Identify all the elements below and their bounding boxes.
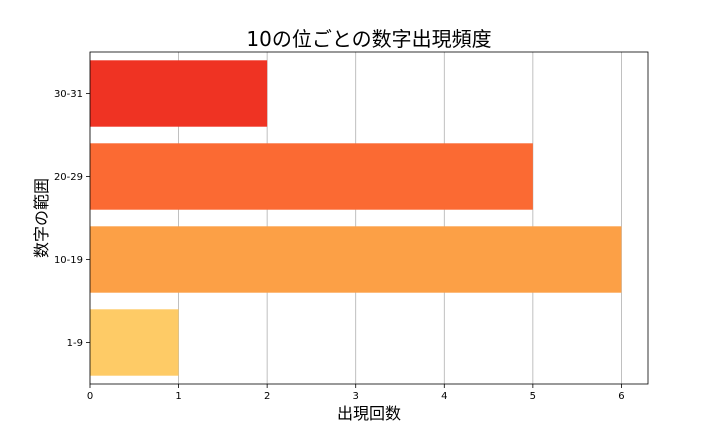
bar-10-19 (90, 226, 622, 293)
bars-layer (90, 60, 622, 376)
x-tick-label: 3 (353, 391, 359, 402)
plot-frame (89, 51, 649, 385)
x-tick-label: 1 (175, 391, 181, 402)
y-tick-label: 20-29 (54, 172, 83, 183)
x-tick-label: 2 (264, 391, 270, 402)
x-tick-label: 6 (618, 391, 624, 402)
chart-title: 10の位ごとの数字出現頻度 (246, 27, 491, 51)
x-tick-label: 0 (87, 391, 93, 402)
x-tick-label: 5 (530, 391, 536, 402)
x-axis-label: 出現回数 (337, 404, 401, 423)
y-axis-label: 数字の範囲 (32, 178, 51, 258)
bar-20-29 (90, 143, 533, 210)
x-tick-label: 4 (441, 391, 447, 402)
y-tick-label: 30-31 (54, 89, 83, 100)
y-tick-label: 10-19 (54, 255, 83, 266)
bar-30-31 (90, 60, 268, 127)
y-tick-label: 1-9 (67, 338, 83, 349)
bar-1-9 (90, 309, 179, 376)
ticks-layer: 0 1 2 3 4 5 6 1-9 10-19 20-29 30-31 (54, 89, 625, 402)
